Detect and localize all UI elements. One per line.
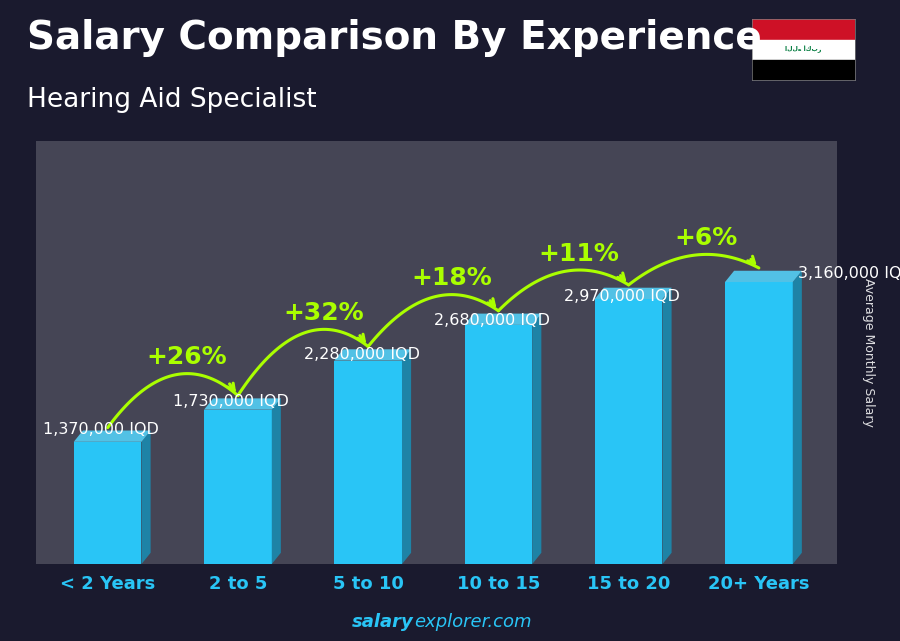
Text: +6%: +6%	[674, 226, 738, 250]
Text: +18%: +18%	[412, 267, 492, 290]
Bar	[752, 60, 855, 80]
Polygon shape	[334, 349, 411, 361]
Polygon shape	[464, 325, 532, 564]
Polygon shape	[595, 288, 671, 299]
Text: explorer.com: explorer.com	[414, 613, 532, 631]
Text: الله أكبر: الله أكبر	[785, 46, 822, 53]
Polygon shape	[74, 431, 150, 442]
Bar	[752, 40, 855, 60]
Text: salary: salary	[352, 613, 414, 631]
Polygon shape	[532, 313, 541, 564]
Polygon shape	[74, 442, 141, 564]
Polygon shape	[725, 282, 793, 564]
Polygon shape	[793, 271, 802, 564]
Text: 2,280,000 IQD: 2,280,000 IQD	[303, 347, 419, 362]
Text: +32%: +32%	[284, 301, 364, 325]
Text: Salary Comparison By Experience: Salary Comparison By Experience	[27, 19, 761, 57]
Text: 1,370,000 IQD: 1,370,000 IQD	[43, 422, 159, 437]
Polygon shape	[595, 299, 662, 564]
Polygon shape	[204, 399, 281, 410]
Polygon shape	[272, 399, 281, 564]
Text: Hearing Aid Specialist: Hearing Aid Specialist	[27, 87, 317, 113]
Text: Average Monthly Salary: Average Monthly Salary	[862, 278, 875, 427]
Polygon shape	[334, 361, 402, 564]
Polygon shape	[662, 288, 671, 564]
Polygon shape	[725, 271, 802, 282]
Text: 2,970,000 IQD: 2,970,000 IQD	[564, 289, 680, 304]
Text: 3,160,000 IQD: 3,160,000 IQD	[798, 266, 900, 281]
Text: +11%: +11%	[539, 242, 619, 266]
Bar	[752, 19, 855, 40]
Polygon shape	[204, 410, 272, 564]
Polygon shape	[141, 431, 150, 564]
Text: 1,730,000 IQD: 1,730,000 IQD	[174, 394, 289, 409]
Polygon shape	[402, 349, 411, 564]
Text: 2,680,000 IQD: 2,680,000 IQD	[434, 313, 550, 328]
Text: +26%: +26%	[147, 345, 227, 369]
Polygon shape	[464, 313, 541, 325]
